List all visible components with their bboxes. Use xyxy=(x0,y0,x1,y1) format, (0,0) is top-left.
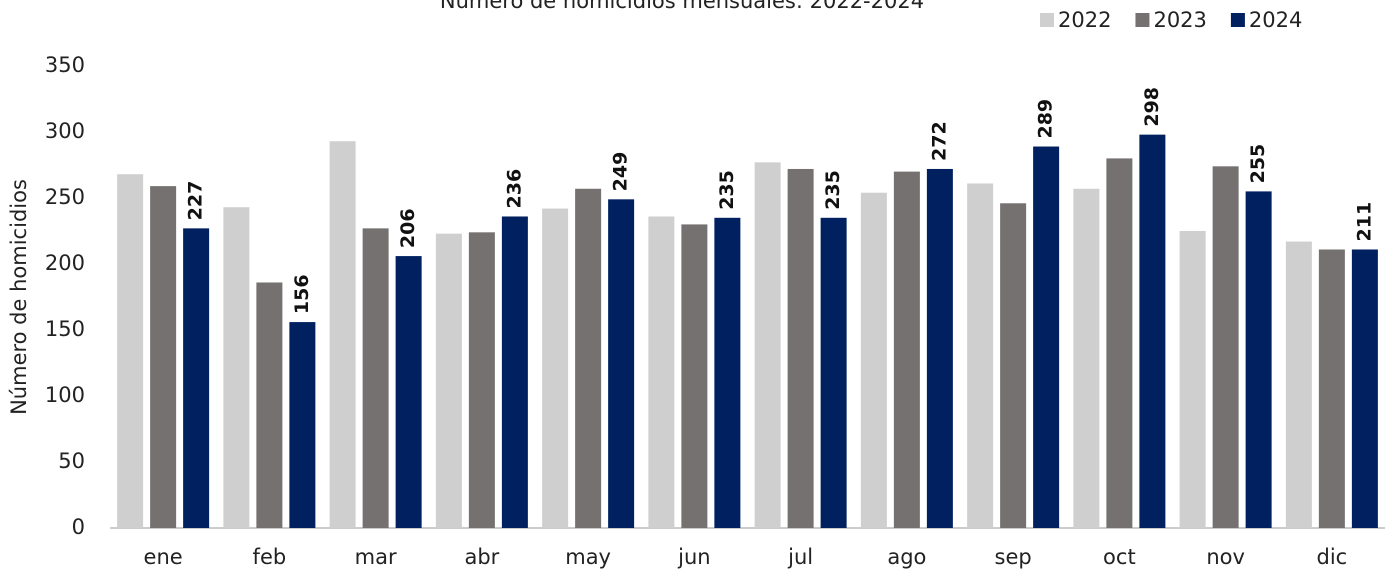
data-label: 235 xyxy=(716,170,738,210)
x-tick-label: oct xyxy=(1103,545,1136,569)
x-tick-label: dic xyxy=(1317,545,1348,569)
bar xyxy=(1033,146,1060,528)
bar xyxy=(542,208,569,528)
bar xyxy=(1351,249,1378,529)
chart-title: Número de homicidios mensuales: 2022-202… xyxy=(440,0,924,13)
bar xyxy=(754,162,781,529)
legend-label: 2023 xyxy=(1153,8,1206,32)
data-label: 156 xyxy=(291,274,313,314)
y-tick-label: 0 xyxy=(72,515,85,539)
bar xyxy=(501,216,528,529)
bar xyxy=(1000,203,1027,528)
bar xyxy=(1318,249,1345,529)
y-tick-label: 350 xyxy=(45,53,85,77)
y-tick-label: 250 xyxy=(45,185,85,209)
legend-swatch xyxy=(1135,13,1150,27)
bar xyxy=(1073,188,1100,528)
bar xyxy=(183,228,210,529)
legend-label: 2022 xyxy=(1058,8,1111,32)
bar xyxy=(1139,134,1166,528)
x-tick-label: mar xyxy=(355,545,397,569)
bar xyxy=(1285,241,1312,528)
data-label: 206 xyxy=(397,208,419,248)
y-tick-label: 150 xyxy=(45,317,85,341)
x-tick-label: ene xyxy=(144,545,183,569)
bar xyxy=(256,282,283,528)
x-tick-label: jul xyxy=(787,545,813,569)
legend-swatch xyxy=(1040,13,1054,27)
bar xyxy=(329,141,356,529)
bar xyxy=(967,183,994,529)
bar xyxy=(926,168,953,528)
x-tick-label: sep xyxy=(995,545,1032,569)
legend-label: 2024 xyxy=(1249,8,1302,32)
bar xyxy=(1179,231,1206,528)
bar xyxy=(860,192,887,528)
bar xyxy=(468,232,495,528)
bar xyxy=(893,171,920,528)
data-label: 289 xyxy=(1035,99,1057,139)
data-label: 272 xyxy=(928,121,950,161)
bar xyxy=(289,322,316,528)
data-label: 298 xyxy=(1141,87,1163,127)
y-tick-label: 100 xyxy=(45,383,85,407)
data-label: 211 xyxy=(1353,202,1375,242)
bar xyxy=(714,217,741,529)
data-label: 236 xyxy=(503,169,525,209)
bar xyxy=(1212,166,1239,528)
y-tick-label: 200 xyxy=(45,251,85,275)
legend-swatch xyxy=(1230,13,1245,27)
bar xyxy=(395,256,422,528)
bar xyxy=(575,188,602,528)
y-tick-label: 50 xyxy=(58,449,85,473)
x-tick-label: feb xyxy=(253,545,287,569)
x-tick-label: ago xyxy=(887,545,926,569)
y-tick-label: 300 xyxy=(45,119,85,143)
bar xyxy=(435,233,462,528)
bar xyxy=(648,216,675,529)
x-tick-label: nov xyxy=(1206,545,1245,569)
bar xyxy=(362,228,389,529)
bar xyxy=(223,207,250,529)
bar xyxy=(1245,191,1272,528)
x-tick-label: abr xyxy=(464,545,499,569)
data-label: 227 xyxy=(185,181,207,221)
data-label: 235 xyxy=(822,170,844,210)
bar xyxy=(608,199,635,528)
bar xyxy=(1106,158,1133,528)
data-label: 255 xyxy=(1247,144,1269,184)
x-tick-label: may xyxy=(565,545,611,569)
y-axis-label: Número de homicidios xyxy=(7,179,31,415)
x-tick-label: jun xyxy=(677,545,710,569)
data-label: 249 xyxy=(610,152,632,192)
bar xyxy=(117,174,144,529)
bar xyxy=(681,224,708,528)
bar xyxy=(820,217,847,529)
bar xyxy=(150,186,177,528)
bar xyxy=(787,168,814,528)
